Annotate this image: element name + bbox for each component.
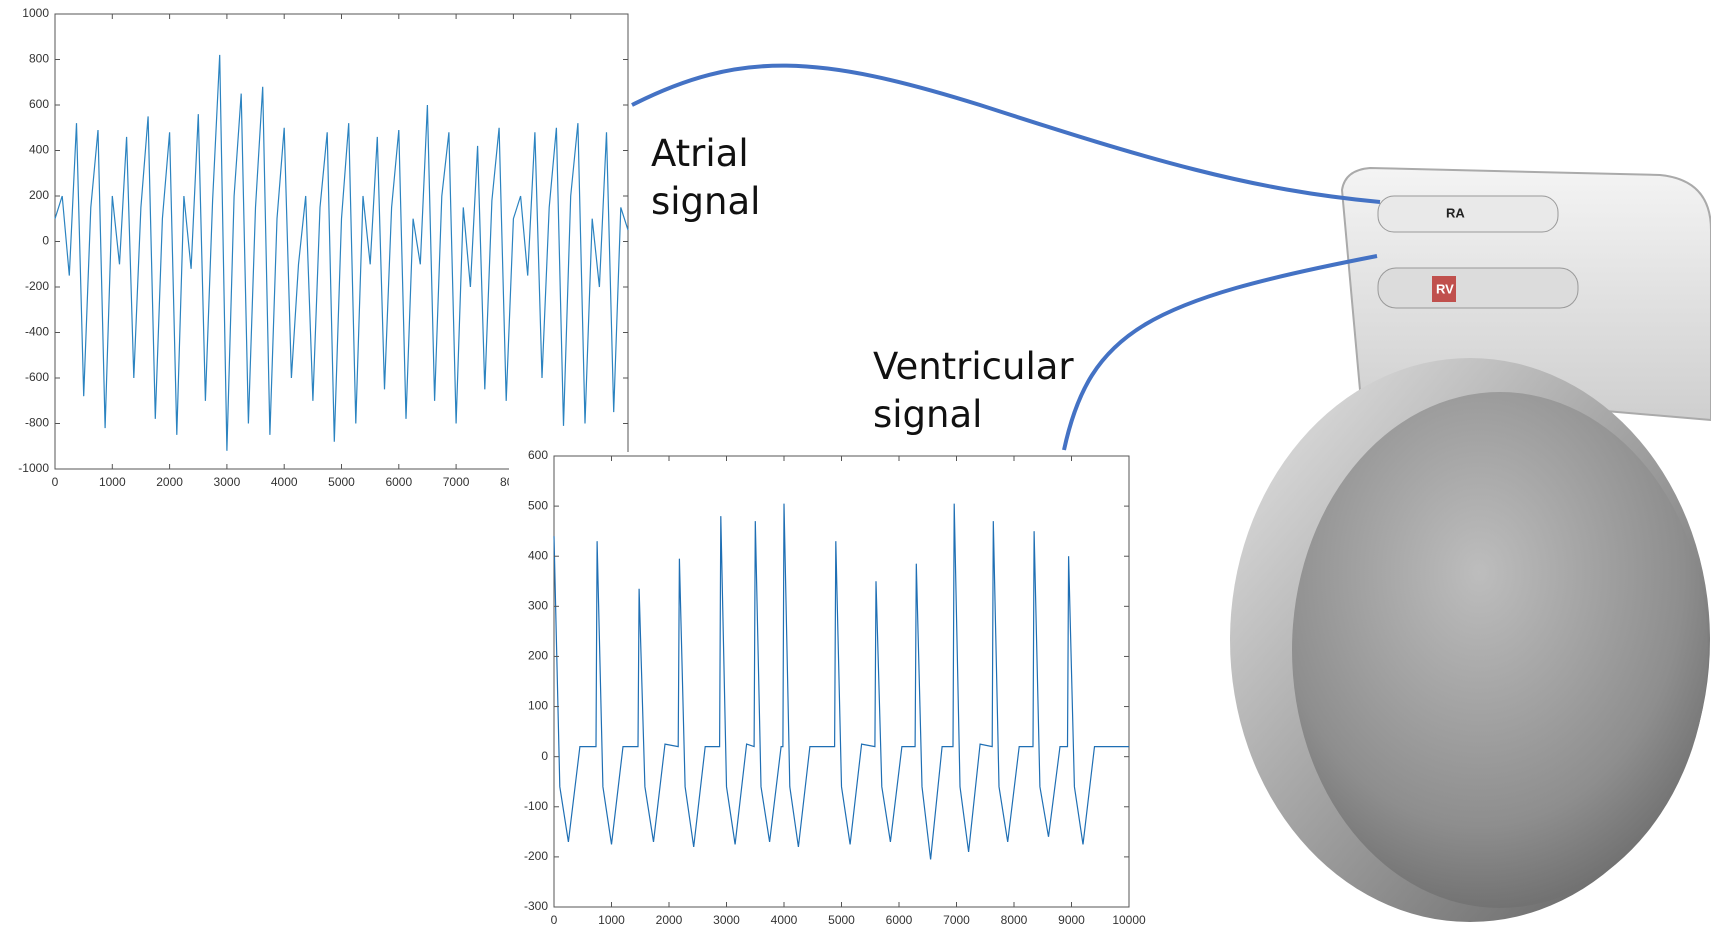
y-tick-label: -400 — [25, 325, 49, 339]
chart: 0100020003000400050006000700080009000100… — [18, 6, 645, 489]
x-tick-label: 1000 — [99, 475, 126, 489]
x-tick-label: 0 — [551, 913, 558, 927]
signal-line — [553, 503, 1129, 860]
y-tick-label: -600 — [25, 370, 49, 384]
x-tick-label: 3000 — [214, 475, 241, 489]
x-tick-label: 4000 — [271, 475, 298, 489]
x-tick-label: 1000 — [598, 913, 625, 927]
y-tick-label: -800 — [25, 416, 49, 430]
x-tick-label: 0 — [52, 475, 59, 489]
y-tick-label: 200 — [29, 188, 49, 202]
x-tick-label: 3000 — [713, 913, 740, 927]
x-tick-label: 4000 — [771, 913, 798, 927]
y-tick-label: -1000 — [18, 461, 49, 475]
y-tick-label: 600 — [528, 448, 548, 462]
port-marker — [1432, 276, 1456, 302]
y-tick-label: 100 — [528, 699, 548, 713]
port-label: RA — [1446, 205, 1465, 220]
y-tick-label: -200 — [25, 279, 49, 293]
signal-line — [54, 54, 629, 451]
y-tick-label: -300 — [524, 899, 548, 913]
atrial-label: Atrial signal — [651, 132, 761, 223]
y-tick-label: 300 — [528, 599, 548, 613]
ventricular-label: Ventricular signal — [873, 345, 1074, 436]
y-tick-label: 0 — [42, 234, 49, 248]
x-tick-label: 6000 — [886, 913, 913, 927]
plot-area — [54, 13, 629, 470]
y-tick-label: 200 — [528, 649, 548, 663]
port — [1377, 195, 1559, 233]
y-tick-label: 500 — [528, 498, 548, 512]
can-face — [1292, 392, 1708, 908]
x-tick-label: 7000 — [443, 475, 470, 489]
y-tick-label: 400 — [528, 548, 548, 562]
y-tick-label: -200 — [524, 849, 548, 863]
lead-wire — [1062, 254, 1378, 451]
y-tick-label: -100 — [524, 799, 548, 813]
lead-wire — [631, 63, 1381, 204]
x-tick-label: 5000 — [828, 913, 855, 927]
y-tick-label: 800 — [29, 52, 49, 66]
x-tick-label: 6000 — [385, 475, 412, 489]
x-tick-label: 8000 — [1001, 913, 1028, 927]
x-tick-label: 7000 — [943, 913, 970, 927]
y-tick-label: 0 — [541, 749, 548, 763]
port-label: RV — [1436, 281, 1454, 296]
x-tick-label: 10000 — [1112, 913, 1146, 927]
plot-area — [553, 455, 1130, 908]
y-tick-label: 400 — [29, 143, 49, 157]
y-tick-label: 1000 — [22, 6, 49, 20]
pacemaker: RA RV — [1230, 166, 1711, 922]
x-tick-label: 2000 — [656, 913, 683, 927]
x-tick-label: 2000 — [156, 475, 183, 489]
y-tick-label: 600 — [29, 97, 49, 111]
port — [1377, 267, 1579, 309]
x-tick-label: 5000 — [328, 475, 355, 489]
x-tick-label: 9000 — [1058, 913, 1085, 927]
